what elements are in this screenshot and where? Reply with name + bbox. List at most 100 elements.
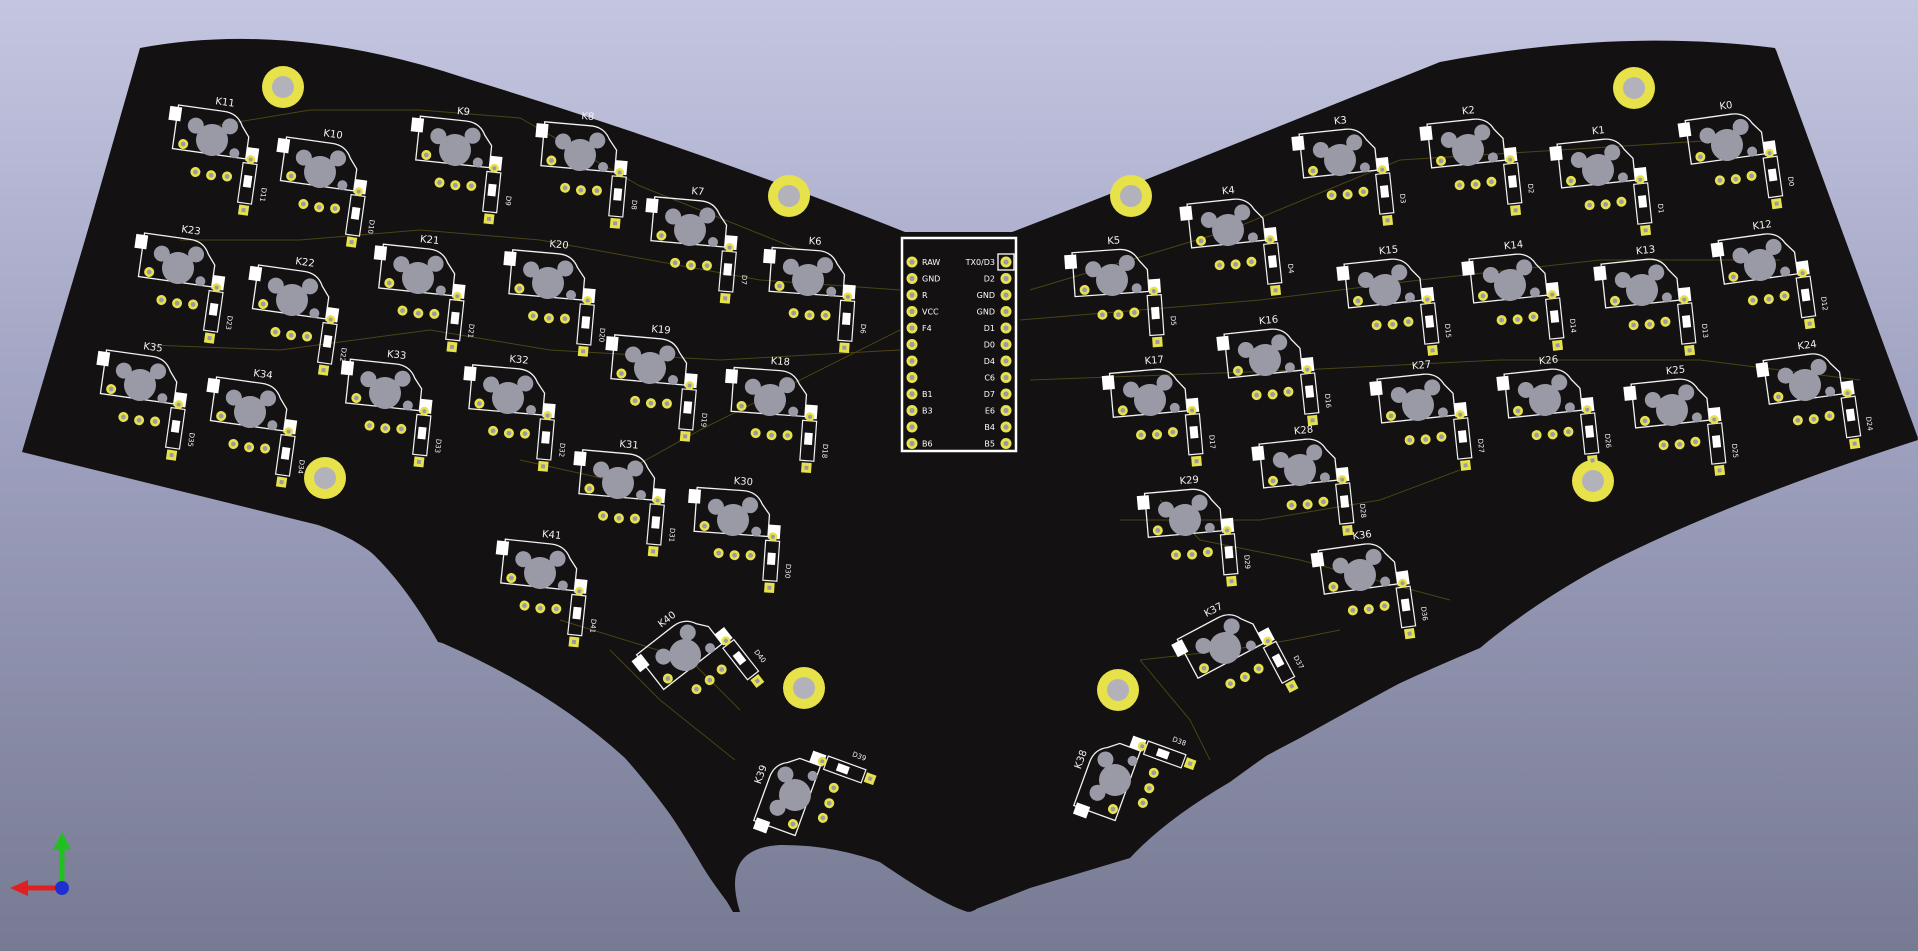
diode-ref-label: D14 <box>1568 318 1578 334</box>
axis-indicator <box>10 832 71 896</box>
switch-footprint-k15[interactable]: K15 D15 <box>1335 240 1454 366</box>
switch-footprint-k10[interactable]: K10 D10 <box>264 122 388 250</box>
mcu-pin-hole <box>1003 275 1009 282</box>
switch-footprint-k17[interactable]: K17 D17 <box>1100 351 1218 475</box>
switch-footprint-k36[interactable]: K36 D36 <box>1308 523 1431 652</box>
switch-footprint-k34[interactable]: K34 D34 <box>194 362 318 490</box>
switch-ref-label: K30 <box>733 476 753 488</box>
diode-ref-label: D34 <box>296 459 306 475</box>
switch-footprint-k23[interactable]: K23 D23 <box>122 218 246 346</box>
switch-footprint-k26[interactable]: K26 D26 <box>1495 350 1614 476</box>
switch-footprint-k7[interactable]: K7 D7 <box>637 182 756 305</box>
mcu-pin-hole <box>1003 308 1009 315</box>
switch-ref-label: K1 <box>1591 125 1605 137</box>
switch-footprint-k29[interactable]: K29 D29 <box>1135 471 1253 595</box>
mcu-pin-label: F4 <box>922 324 932 333</box>
diode-ref-label: D30 <box>783 564 792 579</box>
mcu-pin-label: E6 <box>985 407 995 416</box>
switch-footprint-k9[interactable]: K9 D9 <box>401 101 521 226</box>
switch-footprint-k30[interactable]: K30 D30 <box>681 473 798 594</box>
switch-footprint-k22[interactable]: K22 D22 <box>236 250 360 378</box>
switch-footprint-k31[interactable]: K31 D31 <box>565 435 684 558</box>
mcu-pin-label: D7 <box>984 390 995 399</box>
switch-footprint-k16[interactable]: K16 D16 <box>1215 310 1334 436</box>
switch-footprint-k5[interactable]: K5 D5 <box>1063 232 1179 354</box>
diode-ref-label: D2 <box>1526 183 1535 194</box>
diode-ref-label: D3 <box>1398 193 1407 204</box>
switch-ref-label: K23 <box>181 224 202 238</box>
diode-ref-label: D7 <box>739 275 748 286</box>
diode-ref-label: D5 <box>1169 316 1178 326</box>
mcu-pin-label: GND <box>922 275 940 284</box>
switch-ref-label: K4 <box>1221 185 1235 197</box>
diode-ref-label: D4 <box>1286 263 1295 274</box>
switch-footprint-k28[interactable]: K28 D28 <box>1250 420 1369 546</box>
mcu-pin-label: C6 <box>984 374 995 383</box>
mcu-pin-hole <box>909 440 915 447</box>
switch-footprint-k1[interactable]: K1 D1 <box>1548 120 1667 246</box>
switch-footprint-k3[interactable]: K3 D3 <box>1290 110 1409 236</box>
switch-footprint-k8[interactable]: K8 D8 <box>527 107 646 230</box>
switch-ref-label: K5 <box>1107 235 1121 247</box>
mcu-pin-label: B5 <box>984 440 995 449</box>
switch-footprint-k33[interactable]: K33 D33 <box>331 344 451 469</box>
switch-footprint-k2[interactable]: K2 D2 <box>1418 100 1537 226</box>
switch-ref-label: K15 <box>1378 244 1398 257</box>
diode-ref-label: D23 <box>224 315 234 330</box>
switch-ref-label: K12 <box>1752 219 1773 233</box>
switch-footprint-k18[interactable]: K18 D18 <box>718 353 835 474</box>
mcu-pin-hole <box>1003 440 1009 447</box>
switch-ref-label: K6 <box>808 236 822 248</box>
switch-footprint-k35[interactable]: K35 D35 <box>84 335 208 463</box>
diode-ref-label: D16 <box>1323 393 1333 409</box>
mcu-pin-hole <box>909 341 915 348</box>
switch-footprint-k4[interactable]: K4 D4 <box>1178 180 1297 306</box>
switch-ref-label: K32 <box>509 354 529 367</box>
switch-footprint-k11[interactable]: K11 D11 <box>156 90 280 218</box>
switch-ref-label: K13 <box>1635 244 1655 257</box>
mcu-pin-label: RAW <box>922 258 940 267</box>
switch-footprint-k20[interactable]: K20 D20 <box>495 235 614 358</box>
switch-footprint-k12[interactable]: K12 D12 <box>1708 213 1831 342</box>
mcu-pin-label: D1 <box>984 324 995 333</box>
diode-ref-label: D25 <box>1730 443 1739 458</box>
switch-footprint-k41[interactable]: K41 D41 <box>486 524 606 649</box>
diode-ref-label: D17 <box>1207 434 1216 449</box>
switch-footprint-k14[interactable]: K14 D14 <box>1460 235 1579 361</box>
switch-footprint-k27[interactable]: K27 D27 <box>1368 355 1487 481</box>
mcu-pin-hole <box>909 308 915 315</box>
switch-ref-label: K28 <box>1293 424 1313 437</box>
mcu-pin-hole <box>909 358 915 364</box>
switch-footprint-k24[interactable]: K24 D24 <box>1753 333 1876 462</box>
switch-ref-label: K29 <box>1179 475 1199 488</box>
mcu-pin-label: D4 <box>984 357 995 366</box>
mcu-pin-hole <box>909 275 915 282</box>
diode-ref-label: D31 <box>667 528 676 543</box>
diode-ref-label: D1 <box>1656 203 1665 214</box>
mcu-pin-hole <box>1003 292 1009 298</box>
mcu-pin-hole <box>1003 391 1009 397</box>
diode-ref-label: D6 <box>858 324 867 335</box>
switch-ref-label: K2 <box>1461 105 1475 117</box>
diode-ref-label: D18 <box>820 444 829 459</box>
switch-footprint-k19[interactable]: K19 D19 <box>597 320 716 443</box>
diode-ref-label: D0 <box>1786 176 1795 187</box>
switch-footprint-k21[interactable]: K21 D21 <box>364 229 484 354</box>
switch-footprint-k32[interactable]: K32 D32 <box>455 350 574 473</box>
switch-ref-label: K21 <box>419 234 439 247</box>
switch-footprint-k0[interactable]: K0 D0 <box>1675 93 1798 222</box>
switch-footprint-k25[interactable]: K25 D25 <box>1622 360 1741 486</box>
switch-ref-label: K14 <box>1503 239 1523 252</box>
mcu-footprint[interactable]: RAW GND R VCC F4 B1 B3 B6 TX0/D3 D2 GND GND D1 D0 D4 C6… <box>900 236 1018 453</box>
diode-ref-label: D22 <box>338 347 348 362</box>
switch-footprint-k13[interactable]: K13 D13 <box>1592 240 1711 366</box>
y-arrow-head <box>53 832 71 850</box>
switch-footprint-k6[interactable]: K6 D6 <box>756 233 873 354</box>
switch-ref-label: K7 <box>691 186 705 198</box>
switch-ref-label: K24 <box>1797 339 1818 353</box>
switch-ref-label: K33 <box>386 349 406 362</box>
diode-ref-label: D8 <box>629 200 638 211</box>
switch-ref-label: K27 <box>1411 359 1431 372</box>
